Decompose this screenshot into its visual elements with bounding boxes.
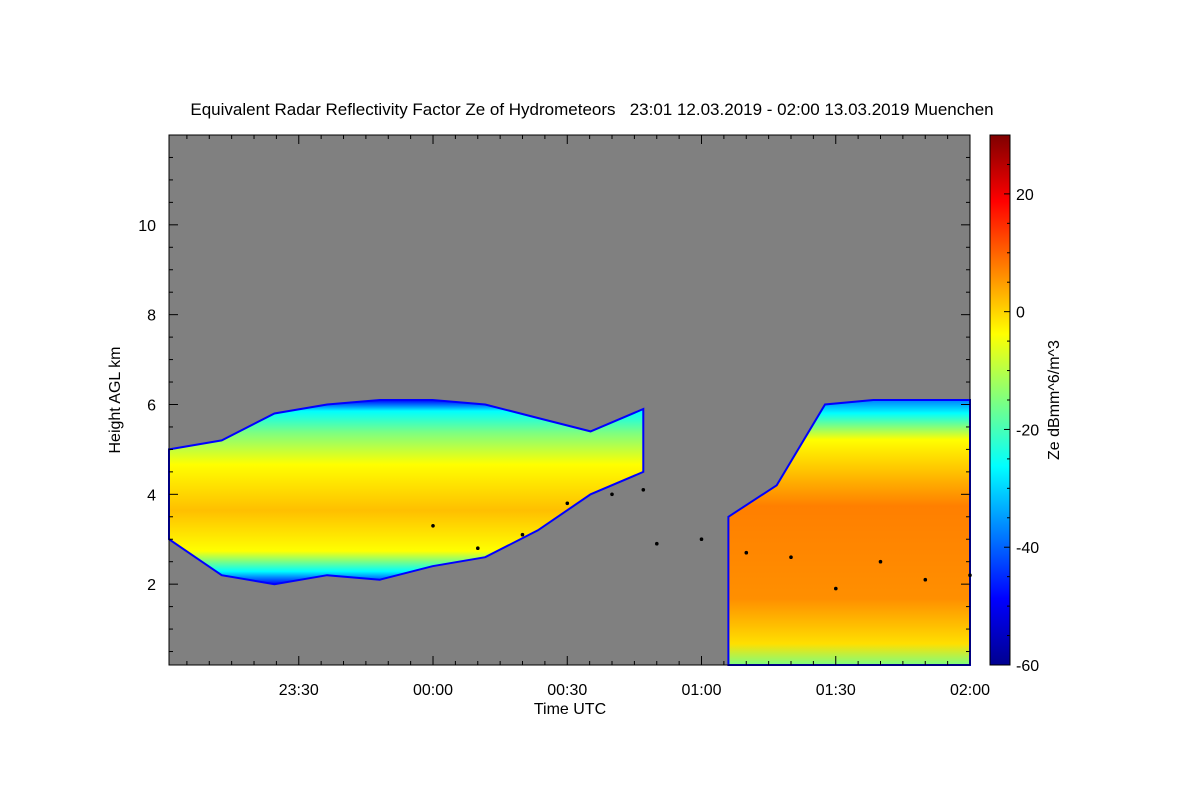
colorbar-tick-label: 0 [1016,305,1025,322]
cloud-base-point [834,586,838,591]
y-axis-label: Height AGL km [107,346,124,453]
cloud-base-point [476,546,480,550]
plot-area [168,134,972,666]
y-tick-label: 4 [147,487,156,504]
colorbar-tick-label: 20 [1016,187,1034,204]
cloud-base-point [878,559,883,564]
cloud-base-point [699,537,704,541]
cloud-base-point [744,550,749,555]
cloud-base-marks [431,488,972,591]
y-tick-label: 10 [138,218,156,235]
cloud-base-point [655,541,659,546]
colorbar-tick-label: -60 [1016,658,1039,675]
y-axis: 2 4 6 8 10 [138,134,970,653]
colorbar-label: Ze dBmm^6/m^3 [1046,340,1063,460]
chart-title: Equivalent Radar Reflectivity Factor Ze … [190,100,993,119]
colorbar: 20 0 -20 -40 -60 Ze dBmm^6/m^3 [989,134,1063,675]
cloud-base-point [789,555,793,559]
cloud-base-point [520,532,525,537]
colorbar-ticks: 20 0 -20 -40 -60 [1004,134,1039,675]
x-axis-label: Time UTC [534,701,606,718]
colorbar-tick-label: -20 [1016,422,1039,439]
x-tick-label: 01:00 [681,682,721,699]
y-tick-label: 8 [147,308,156,325]
x-tick-label: 00:00 [413,682,453,699]
cloud-base-point [431,524,435,528]
y-tick-label: 6 [147,397,156,414]
x-tick-label: 23:30 [279,682,319,699]
cloud-base-point [610,492,614,497]
cloud-base-point [923,577,928,582]
colorbar-tick-label: -40 [1016,540,1039,557]
cloud-base-point [565,501,570,506]
y-tick-label: 2 [147,577,156,594]
plot-frame [168,134,971,666]
x-tick-label: 01:30 [816,682,856,699]
x-tick-label: 02:00 [950,682,990,699]
x-tick-label: 00:30 [547,682,587,699]
x-axis: 23:30 00:00 00:30 01:00 01:30 02:00 [186,135,990,699]
cloud-base-point [641,488,646,492]
cloud-segment-1 [168,399,645,586]
cloud-echo-layer [168,399,971,666]
